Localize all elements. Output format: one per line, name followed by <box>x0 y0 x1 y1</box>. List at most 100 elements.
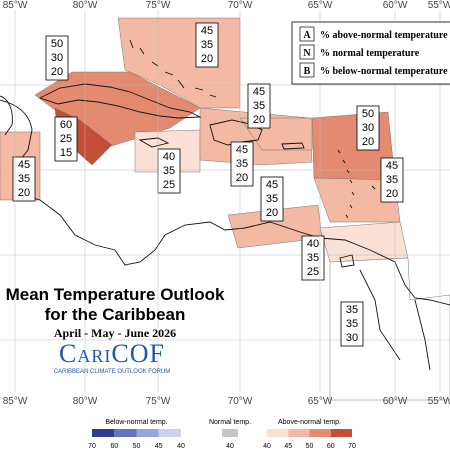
prob-value: 35 <box>236 158 248 170</box>
prob-value: 35 <box>346 318 358 330</box>
prob-value: 30 <box>346 332 358 344</box>
prob-value: 45 <box>201 25 213 37</box>
legend-text: % above-normal temperature <box>320 30 448 41</box>
colorbar-tick: 70 <box>88 443 96 450</box>
prob-value: 20 <box>51 66 63 78</box>
prob-value: 30 <box>51 52 63 64</box>
title: for the Caribbean <box>45 305 186 324</box>
colorbar-swatch <box>309 429 331 437</box>
prob-value: 35 <box>163 165 175 177</box>
legend-items: A % above-normal temperature N % normal tem… <box>299 26 448 78</box>
longitude-labels: 85°W 85°W 80°W 80°W 75°W 75°W 70°W 70°W 65°W 65°W… <box>3 0 450 407</box>
colorbar-label: Below-normal temp. <box>105 419 167 426</box>
colorbar-tick: 40 <box>226 443 234 450</box>
prob-box <box>380 157 404 203</box>
prob-value: 40 <box>163 151 175 163</box>
bahamas <box>129 39 217 98</box>
colorbar-tick: 70 <box>348 443 356 450</box>
lon-label: 70°W <box>228 0 253 11</box>
logo-subtitle: CARIBBEAN CLIMATE OUTLOOK FORUM <box>54 369 171 375</box>
colorbar-tick: 60 <box>327 443 335 450</box>
prob-value: 35 <box>346 304 358 316</box>
colorbar-tick: 45 <box>155 443 163 450</box>
colorbar-tick: 40 <box>263 443 271 450</box>
prob-value: 45 <box>18 159 30 171</box>
prob-value: 20 <box>362 136 374 148</box>
mexico-coast <box>0 95 13 136</box>
prob-value: 20 <box>18 187 30 199</box>
prob-box <box>301 235 325 281</box>
lon-label: 55°W <box>428 396 450 407</box>
prob-value: 60 <box>60 119 72 131</box>
legend-key <box>299 44 315 60</box>
colorbar-tick: 40 <box>177 443 185 450</box>
colorbar-swatch <box>92 429 115 437</box>
colorbar-swatch <box>136 429 159 437</box>
prob-value: 50 <box>362 108 374 120</box>
legend-key <box>299 26 315 42</box>
prob-value: 45 <box>266 179 278 191</box>
legend-box <box>291 21 450 85</box>
legend-letter: A <box>303 30 311 41</box>
lon-label: 75°W <box>146 0 171 11</box>
colorbar-label: Normal temp. <box>209 419 251 426</box>
prob-value: 25 <box>307 266 319 278</box>
prob-value: 35 <box>307 252 319 264</box>
prob-value: 35 <box>266 193 278 205</box>
lon-label: 70°W <box>228 396 253 407</box>
title: Mean Temperature Outlook <box>6 285 225 304</box>
colorbar-tick: 50 <box>133 443 141 450</box>
prob-value: 25 <box>163 179 175 191</box>
lon-label: 65°W <box>308 0 333 11</box>
prob-value: 35 <box>386 174 398 186</box>
prob-value: 20 <box>386 188 398 200</box>
colorbar-swatch <box>222 429 238 437</box>
lon-label: 75°W <box>146 396 171 407</box>
colorbar-swatch <box>158 429 181 437</box>
prob-box <box>195 22 219 68</box>
prob-value: 35 <box>253 100 265 112</box>
logo: CariCOF <box>59 339 165 368</box>
colorbar-tick: 50 <box>306 443 314 450</box>
prob-box <box>260 176 284 222</box>
legend-key <box>299 62 315 78</box>
legend: A % above-normal temperature N % normal tem… <box>291 21 450 85</box>
grid <box>0 84 450 341</box>
hispaniola <box>209 119 263 146</box>
prob-box <box>54 116 78 162</box>
prob-value: 40 <box>307 238 319 250</box>
prob-box <box>230 141 254 187</box>
coastlines <box>0 39 450 371</box>
central-america <box>0 99 450 306</box>
lon-label: 80°W <box>73 396 98 407</box>
colorbar-swatch <box>330 429 352 437</box>
prob-value: 50 <box>51 38 63 50</box>
legend-letter: N <box>303 48 311 59</box>
colorbar-tick: 60 <box>110 443 118 450</box>
jamaica <box>138 137 170 148</box>
legend-text: % normal temperature <box>320 48 420 59</box>
prob-box <box>356 105 380 151</box>
prob-value: 20 <box>253 114 265 126</box>
prob-value: 30 <box>362 122 374 134</box>
period: April - May - June 2026 <box>54 326 176 340</box>
region <box>329 257 450 401</box>
prob-value: 20 <box>266 207 278 219</box>
trinidad <box>339 254 355 268</box>
prob-box <box>12 156 36 202</box>
puerto-rico <box>281 142 305 150</box>
prob-value: 45 <box>253 86 265 98</box>
lon-label: 60°W <box>383 396 408 407</box>
colorbar-swatch <box>114 429 137 437</box>
lon-label: 80°W <box>73 0 98 11</box>
colorbar-swatch <box>288 429 310 437</box>
colorbar: Below-normal temp. 70 60 50 45 40 Normal temp.… <box>88 419 356 450</box>
prob-value: 15 <box>60 147 72 159</box>
prob-value: 45 <box>386 160 398 172</box>
prob-box <box>45 35 69 81</box>
legend-letter: B <box>304 66 311 77</box>
prob-box <box>340 301 364 347</box>
lesser-antilles <box>337 149 376 219</box>
legend-text: % below-normal temperature <box>320 66 448 77</box>
